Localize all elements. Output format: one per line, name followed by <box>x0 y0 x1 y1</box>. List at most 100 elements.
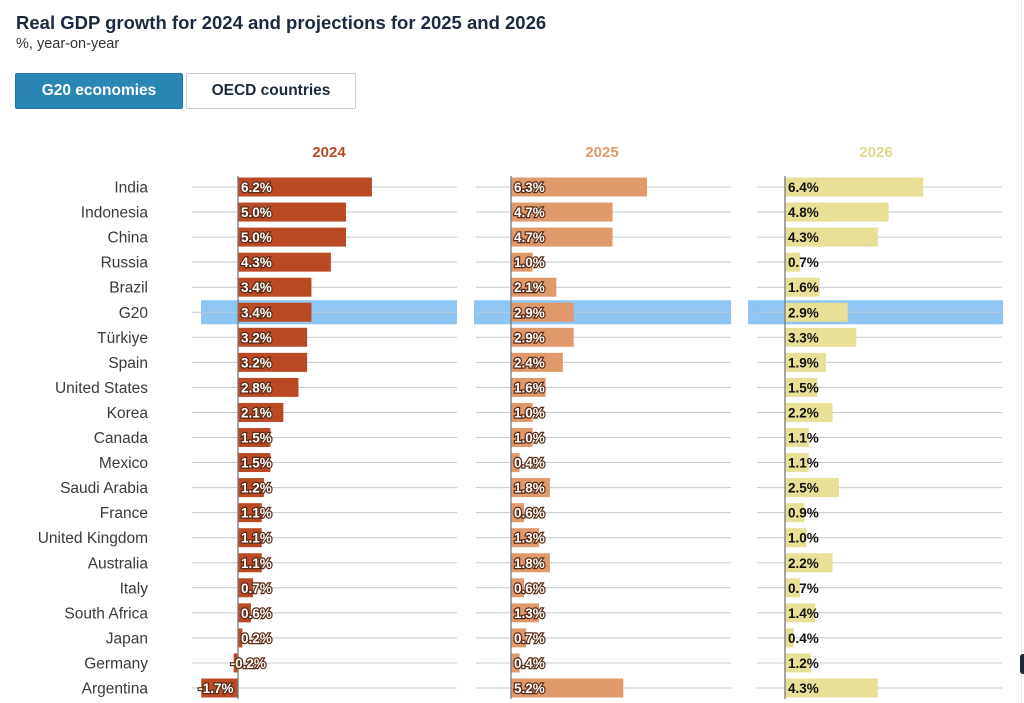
value-label-2025-russia: 1.0% <box>514 255 545 270</box>
bar-2024-brazil <box>238 277 312 297</box>
bar-2026-china <box>785 227 878 247</box>
bar-2025-united-kingdom <box>511 528 540 548</box>
value-label-2024-korea: 2.1% <box>241 405 272 420</box>
value-label-2024-spain: 3.2% <box>241 355 272 370</box>
value-label-2026-g20: 2.9% <box>788 305 819 320</box>
value-label-2025-japan: 0.7% <box>514 631 545 646</box>
value-label-2026-germany: 1.2% <box>788 656 819 671</box>
value-label-2025-china: 4.7% <box>514 230 545 245</box>
bar-2026-united-kingdom <box>785 528 807 548</box>
value-label-2024-italy: 0.7% <box>241 581 272 596</box>
chart-title: Real GDP growth for 2024 and projections… <box>16 12 547 33</box>
value-label-2026-korea: 2.2% <box>788 405 819 420</box>
category-label-russia: Russia <box>101 255 149 272</box>
value-label-2025-t-rkiye: 2.9% <box>514 330 545 345</box>
value-label-2026-italy: 0.7% <box>788 581 819 596</box>
bar-2026-t-rkiye <box>785 327 857 347</box>
bar-2024-canada <box>238 428 271 447</box>
bar-2024-united-kingdom <box>238 528 262 548</box>
value-label-2025-australia: 1.8% <box>514 556 545 571</box>
value-label-2025-brazil: 2.1% <box>514 280 545 295</box>
bar-2024-japan <box>238 628 243 648</box>
bar-2026-russia <box>785 252 801 272</box>
category-label-united-states: United States <box>55 380 148 397</box>
category-label-indonesia: Indonesia <box>81 205 149 222</box>
bar-2026-italy <box>785 578 801 598</box>
value-label-2024-argentina: -1.7% <box>198 681 233 696</box>
value-label-2024-g20: 3.4% <box>241 305 272 320</box>
value-label-2026-japan: 0.4% <box>788 631 819 646</box>
bar-2024-argentina <box>201 678 238 698</box>
value-label-2025-argentina: 5.2% <box>514 681 545 696</box>
value-label-2024-china: 5.0% <box>241 230 272 245</box>
value-label-2026-spain: 1.9% <box>788 355 819 370</box>
bar-2025-g20 <box>511 302 574 322</box>
value-label-2025-g20: 2.9% <box>514 305 545 320</box>
value-label-2026-canada: 1.1% <box>788 431 819 446</box>
scroll-handle[interactable] <box>1020 654 1024 674</box>
bar-2025-canada <box>511 428 533 447</box>
bar-2025-korea <box>511 402 533 422</box>
bar-2024-t-rkiye <box>238 327 308 347</box>
category-label-canada: Canada <box>94 430 149 447</box>
panel-title-2024: 2024 <box>312 144 346 161</box>
bar-2026-saudi-arabia <box>785 478 839 498</box>
value-label-2026-t-rkiye: 3.3% <box>788 330 819 345</box>
bar-2024-saudi-arabia <box>238 478 264 498</box>
value-label-2026-china: 4.3% <box>788 230 819 245</box>
bar-2026-mexico <box>785 453 809 473</box>
value-label-2024-canada: 1.5% <box>241 431 272 446</box>
chart-subtitle: %, year-on-year <box>16 36 120 52</box>
category-label-india: India <box>114 180 148 197</box>
value-label-2025-germany: 0.4% <box>514 656 545 671</box>
bar-2025-mexico <box>511 453 520 473</box>
tab-oecd-countries[interactable]: OECD countries <box>186 73 356 109</box>
value-label-2024-indonesia: 5.0% <box>241 205 272 220</box>
value-label-2024-india: 6.2% <box>241 180 272 195</box>
value-label-2026-russia: 0.7% <box>788 255 819 270</box>
tab-g20-economies[interactable]: G20 economies <box>15 73 183 109</box>
value-label-2025-italy: 0.6% <box>514 581 545 596</box>
bar-2025-australia <box>511 553 550 573</box>
value-label-2024-south-africa: 0.6% <box>241 606 272 621</box>
bar-2025-argentina <box>511 678 624 698</box>
bar-2024-indonesia <box>238 202 346 222</box>
value-label-2024-saudi-arabia: 1.2% <box>241 481 272 496</box>
bar-2024-korea <box>238 402 284 422</box>
value-label-2025-indonesia: 4.7% <box>514 205 545 220</box>
value-label-2025-united-kingdom: 1.3% <box>514 531 545 546</box>
category-label-argentina: Argentina <box>82 681 149 698</box>
value-label-2026-australia: 2.2% <box>788 556 819 571</box>
value-label-2026-mexico: 1.1% <box>788 456 819 471</box>
value-label-2025-spain: 2.4% <box>514 355 545 370</box>
value-label-2025-south-africa: 1.3% <box>514 606 545 621</box>
category-label-brazil: Brazil <box>109 280 148 297</box>
bar-2024-australia <box>238 553 262 573</box>
bar-2026-brazil <box>785 277 820 297</box>
value-label-2024-france: 1.1% <box>241 506 272 521</box>
bar-2026-g20 <box>785 302 848 322</box>
value-label-2024-japan: 0.2% <box>241 631 272 646</box>
bar-2025-china <box>511 227 613 247</box>
bar-2026-germany <box>785 653 811 673</box>
category-label-t-rkiye: Türkiye <box>97 330 148 347</box>
bar-2024-south-africa <box>238 603 251 623</box>
bar-2025-south-africa <box>511 603 540 623</box>
value-label-2025-france: 0.6% <box>514 506 545 521</box>
category-label-china: China <box>108 230 149 247</box>
value-label-2024-russia: 4.3% <box>241 255 272 270</box>
bar-2024-spain <box>238 352 308 372</box>
value-label-2026-indonesia: 4.8% <box>788 205 819 220</box>
bar-2026-south-africa <box>785 603 816 623</box>
category-label-france: France <box>100 505 148 522</box>
value-label-2026-france: 0.9% <box>788 506 819 521</box>
value-label-2026-south-africa: 1.4% <box>788 606 819 621</box>
value-label-2024-brazil: 3.4% <box>241 280 272 295</box>
bar-2024-india <box>238 177 372 197</box>
bar-2025-russia <box>511 252 533 272</box>
bar-2024-russia <box>238 252 331 272</box>
bar-2026-india <box>785 177 924 197</box>
bar-2026-japan <box>785 628 794 648</box>
